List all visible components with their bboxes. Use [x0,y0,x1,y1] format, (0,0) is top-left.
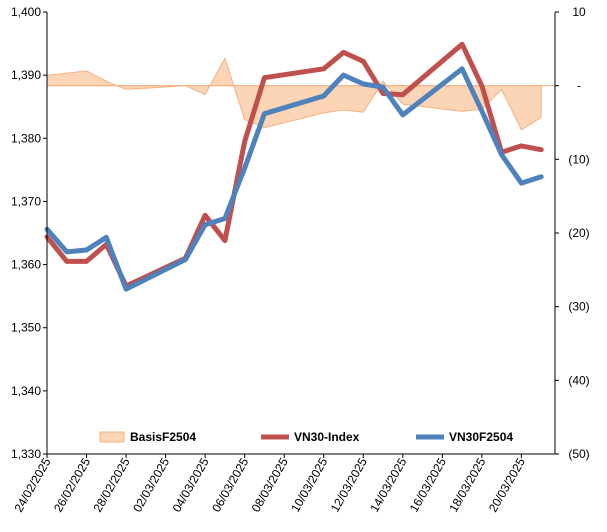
index-lines-layer [47,44,541,289]
x-axis-tick-label: 06/03/2025 [209,455,251,514]
basis-area [47,58,541,129]
right-axis-tick-label: (50) [568,447,589,461]
right-axis-tick-label: (40) [568,373,589,387]
x-axis-tick-label: 14/03/2025 [367,455,409,514]
x-axis-tick-label: 26/02/2025 [51,455,93,514]
left-axis-tick-label: 1,340 [11,384,41,398]
left-axis-tick-label: 1,330 [11,447,41,461]
x-axis-tick-label: 12/03/2025 [328,455,370,514]
x-axis-tick-label: 04/03/2025 [170,455,212,514]
left-axis-tick-label: 1,400 [11,5,41,19]
legend: BasisF2504 VN30-Index VN30F2504 [100,430,513,444]
x-axis-tick-label: 08/03/2025 [249,455,291,514]
legend-label: VN30F2504 [449,430,513,444]
left-axis-tick-label: 1,380 [11,131,41,145]
x-axis-tick-label: 20/03/2025 [486,455,528,514]
x-axis-tick-label: 28/02/2025 [91,455,133,514]
left-axis-tick-label: 1,350 [11,321,41,335]
left-axis-tick-label: 1,360 [11,258,41,272]
x-axis-tick-label: 10/03/2025 [288,455,330,514]
legend-swatch-basisf2504 [100,432,124,442]
right-axis-tick-label: 10 [572,5,586,19]
basis-area-layer [47,58,555,130]
x-axis-tick-label: 16/03/2025 [407,455,449,514]
left-axis-tick-label: 1,390 [11,68,41,82]
right-axis-tick-label: - [577,79,581,93]
x-axis-tick-label: 24/02/2025 [11,455,53,514]
right-axis-tick-label: (10) [568,152,589,166]
right-axis-tick-label: (30) [568,300,589,314]
right-axis-tick-label: (20) [568,226,589,240]
left-axis-tick-label: 1,370 [11,194,41,208]
x-axis-tick-label: 18/03/2025 [446,455,488,514]
legend-label: BasisF2504 [130,430,196,444]
x-axis-tick-label: 02/03/2025 [130,455,172,514]
legend-label: VN30-Index [294,430,360,444]
